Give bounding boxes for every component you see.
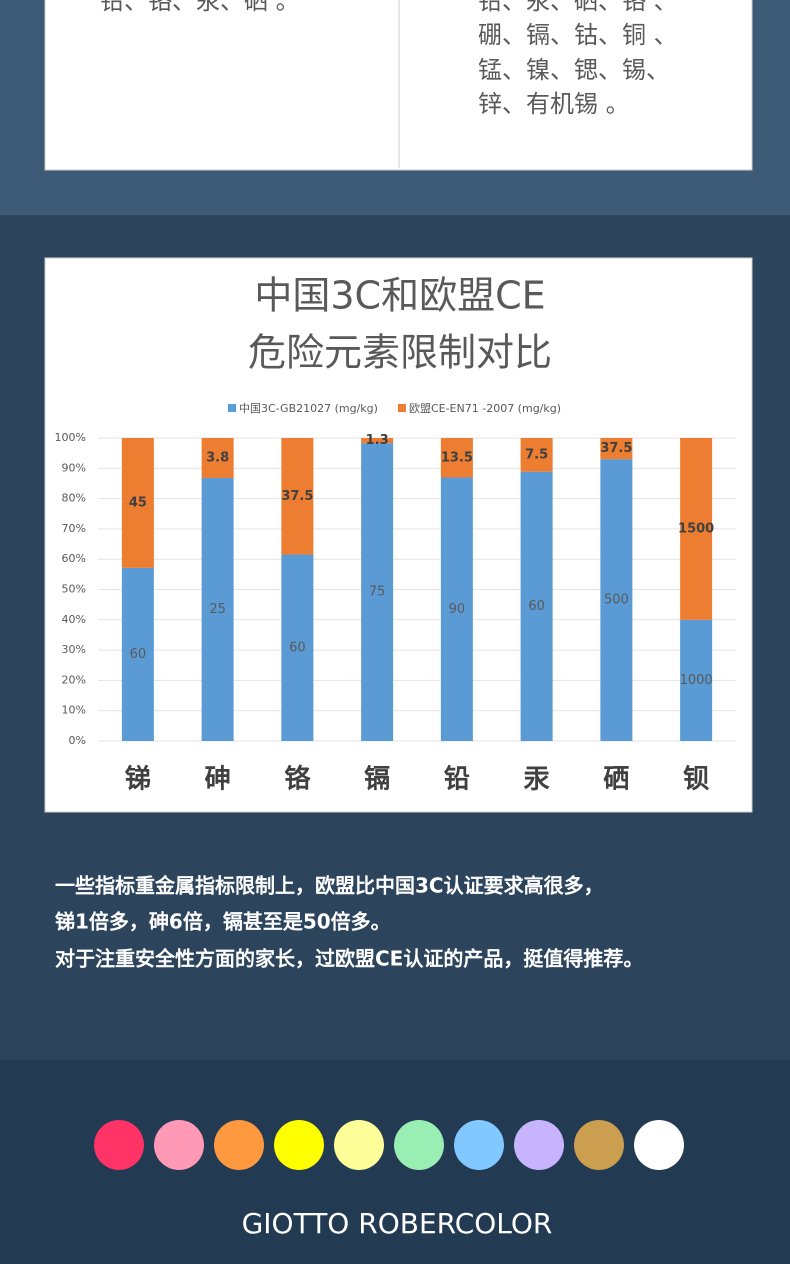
data-label: 60 <box>528 599 545 614</box>
x-tick-label: 汞 <box>524 765 551 795</box>
data-label: 37.5 <box>600 441 632 456</box>
y-tick-label: 20% <box>62 673 86 686</box>
bar-segment <box>281 438 314 555</box>
table-text: 硼、镉、钴、铜 、 <box>478 21 678 49</box>
legend-label: 中国3C-GB21027 (mg/kg) <box>239 402 378 415</box>
table-text: 铅、汞、硒、铬 、 <box>478 0 678 15</box>
brand: GIOTTO ROBERCOLOR <box>242 1207 553 1240</box>
table-text: 锰、镍、锶、锡、 <box>478 56 670 84</box>
bar-segment <box>201 477 234 741</box>
data-label: 75 <box>369 585 386 600</box>
x-tick-label: 镉 <box>364 765 390 795</box>
swatch <box>154 1120 204 1170</box>
data-label: 13.5 <box>441 450 473 465</box>
data-label: 60 <box>289 640 306 655</box>
data-label: 1.3 <box>366 433 389 448</box>
swatch <box>514 1120 564 1170</box>
bar-segment <box>520 471 553 741</box>
swatch <box>274 1120 324 1170</box>
data-label: 45 <box>129 495 147 510</box>
y-tick-label: 60% <box>62 552 86 565</box>
swatch <box>394 1120 444 1170</box>
description: 一些指标重金属指标限制上，欧盟比中国3C认证要求高很多， <box>55 874 604 898</box>
data-label: 1000 <box>680 673 713 688</box>
data-label: 37.5 <box>281 489 313 504</box>
data-label: 25 <box>209 602 226 617</box>
data-label: 90 <box>449 602 466 617</box>
swatch <box>334 1120 384 1170</box>
data-label: 500 <box>604 593 629 608</box>
bar-segment <box>121 438 154 568</box>
bar-segment <box>361 438 394 444</box>
y-tick-label: 30% <box>62 643 86 656</box>
bar-segment <box>600 438 633 460</box>
bar-segment <box>201 438 234 478</box>
bar-segment <box>440 438 473 478</box>
bar-segment <box>121 567 154 741</box>
swatch <box>574 1120 624 1170</box>
legend-swatch <box>397 404 406 412</box>
data-label: 60 <box>130 647 147 662</box>
y-tick-label: 10% <box>62 704 86 717</box>
x-tick-label: 锑 <box>125 765 151 795</box>
table-text: 铅、铬、汞、硒 。 <box>100 0 300 15</box>
y-tick-label: 40% <box>62 613 86 626</box>
legend-swatch <box>228 404 236 412</box>
chart-box <box>44 257 753 813</box>
bar-segment <box>440 477 473 741</box>
swatch <box>214 1120 264 1170</box>
y-tick-label: 50% <box>62 583 86 596</box>
description: 锑1倍多，砷6倍，镉甚至是50倍多。 <box>55 910 391 934</box>
x-tick-label: 砷 <box>205 765 231 795</box>
bar-segment <box>361 443 394 741</box>
x-tick-label: 铅 <box>444 765 470 795</box>
y-tick-label: 70% <box>62 522 86 535</box>
y-tick-label: 80% <box>62 492 86 505</box>
bar-segment <box>281 554 314 741</box>
swatch <box>634 1120 684 1170</box>
bar-segment <box>680 619 713 741</box>
description: 对于注重安全性方面的家长，过欧盟CE认证的产品，挺值得推荐。 <box>55 947 643 971</box>
chart-title: 危险元素限制对比 <box>248 331 552 375</box>
legend-label: 欧盟CE-EN71 -2007 (mg/kg) <box>409 402 561 415</box>
data-label: 3.8 <box>206 450 229 465</box>
y-tick-label: 100% <box>55 431 86 444</box>
y-tick-label: 0% <box>69 734 86 747</box>
y-tick-label: 90% <box>62 461 86 474</box>
data-label: 7.5 <box>525 447 548 462</box>
data-label: 1500 <box>678 521 714 536</box>
color-swatches <box>94 1120 684 1170</box>
x-tick-label: 铬 <box>284 764 311 795</box>
x-tick-label: 硒 <box>603 765 629 795</box>
table-text: 锌、有机锡 。 <box>478 90 630 118</box>
x-tick-label: 钡 <box>683 765 709 795</box>
bar-segment <box>680 438 713 620</box>
chart-title: 中国3C和欧盟CE <box>254 274 545 318</box>
bar-segment <box>600 459 633 741</box>
swatch <box>94 1120 144 1170</box>
bar-segment <box>520 438 553 472</box>
swatch <box>454 1120 504 1170</box>
